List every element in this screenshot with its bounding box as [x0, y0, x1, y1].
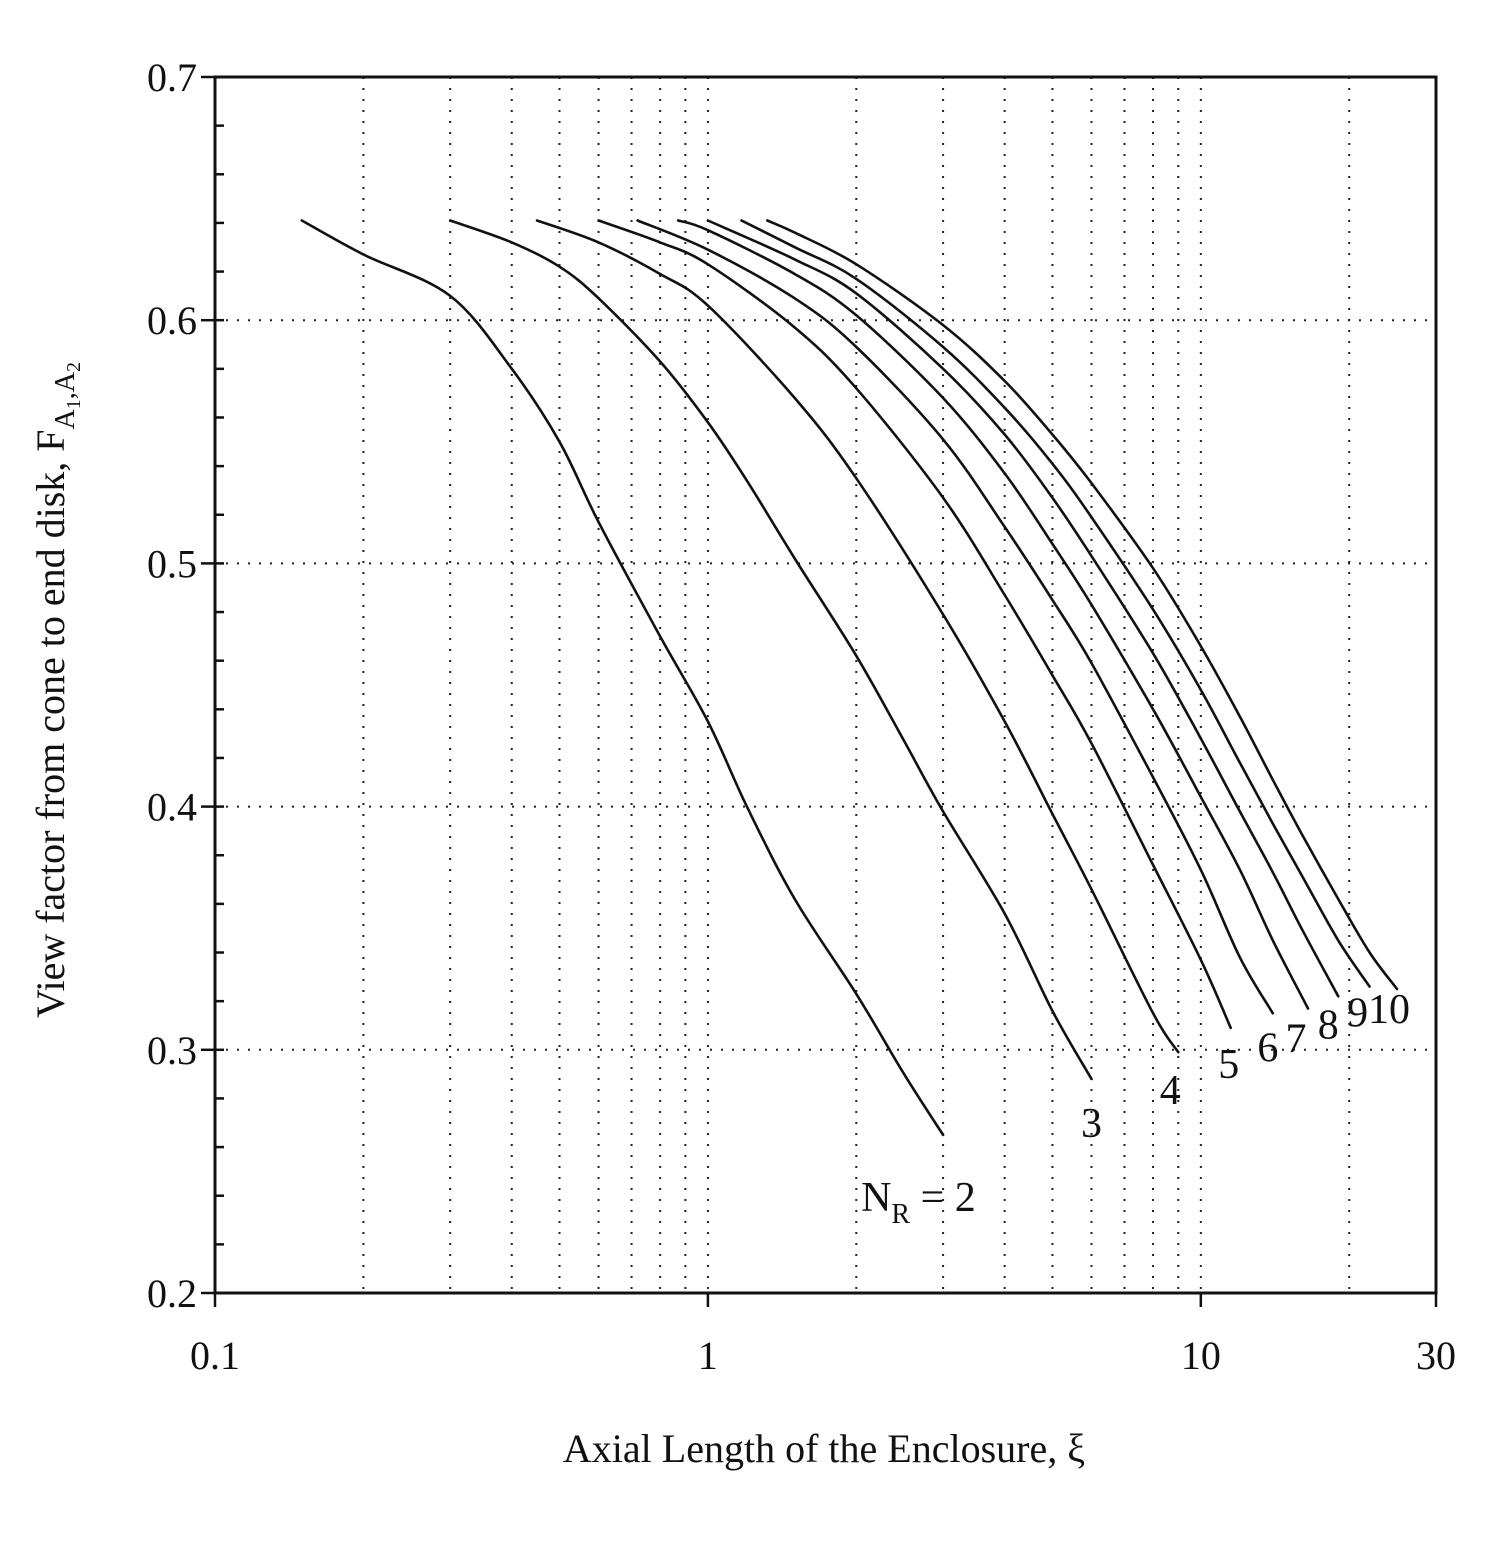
- curve-label-nr-6: 6: [1257, 1025, 1278, 1071]
- curve-label-nr-2-main: N: [861, 1175, 891, 1221]
- y-axis-title-sub-sep: ,: [50, 392, 81, 399]
- curve-label-nr-7: 7: [1286, 1016, 1307, 1062]
- curve-label-nr-5: 5: [1218, 1042, 1239, 1088]
- y-tick-label-0-6: 0.6: [147, 298, 197, 343]
- y-axis-title-sub-2: A: [50, 371, 81, 392]
- y-tick-label-0-7: 0.7: [147, 55, 197, 100]
- curve-nr-n-r-2: [300, 219, 945, 1137]
- plot-frame: [213, 75, 1438, 1295]
- y-tick-label-0-5: 0.5: [147, 541, 197, 586]
- curve-nr-7: [676, 219, 1310, 1010]
- y-axis-title-text: View factor from cone to end disk, F: [28, 429, 73, 1018]
- y-tick-label-0-3: 0.3: [147, 1028, 197, 1073]
- curve-nr-4: [535, 219, 1180, 1054]
- y-tick-label-0-2: 0.2: [147, 1271, 197, 1316]
- x-tick-label-0-1: 0.1: [190, 1333, 240, 1378]
- curve-nr-5: [597, 219, 1232, 1030]
- curve-nr-10: [766, 219, 1399, 991]
- x-tick-label-30: 30: [1416, 1333, 1456, 1378]
- y-axis-title-sub-index-1: 1: [63, 399, 85, 409]
- y-axis-title-sub-index-2: 2: [63, 362, 85, 372]
- y-axis-title-group: View factor from cone to end disk, FA1,A…: [28, 362, 85, 1018]
- curve-label-nr-2: NR = 2: [861, 1175, 976, 1230]
- curve-layer: [300, 219, 1399, 1137]
- curve-label-nr-2-suffix: = 2: [910, 1175, 976, 1221]
- y-axis-title-sub: A: [50, 408, 81, 429]
- curve-nr-8: [706, 219, 1340, 998]
- curve-label-nr-10: 10: [1368, 987, 1410, 1033]
- y-tick-label-0-4: 0.4: [147, 785, 197, 830]
- curve-label-nr-4: 4: [1160, 1068, 1181, 1114]
- curve-label-nr-2-sub: R: [891, 1199, 910, 1230]
- curve-nr-6: [636, 219, 1275, 1015]
- curve-label-nr-8: 8: [1318, 1002, 1339, 1048]
- curve-label-nr-9: 9: [1347, 991, 1368, 1037]
- curve-nr-3: [448, 219, 1093, 1081]
- x-axis-title: Axial Length of the Enclosure, ξ: [563, 1426, 1085, 1471]
- curve-nr-9: [740, 219, 1371, 988]
- tick-layer: [201, 75, 1438, 1307]
- grid-layer: [215, 77, 1436, 1293]
- curve-label-nr-3: 3: [1081, 1101, 1102, 1147]
- x-tick-label-10: 10: [1181, 1333, 1221, 1378]
- y-axis-title: View factor from cone to end disk, FA1,A…: [28, 362, 85, 1018]
- x-tick-label-1: 1: [698, 1333, 718, 1378]
